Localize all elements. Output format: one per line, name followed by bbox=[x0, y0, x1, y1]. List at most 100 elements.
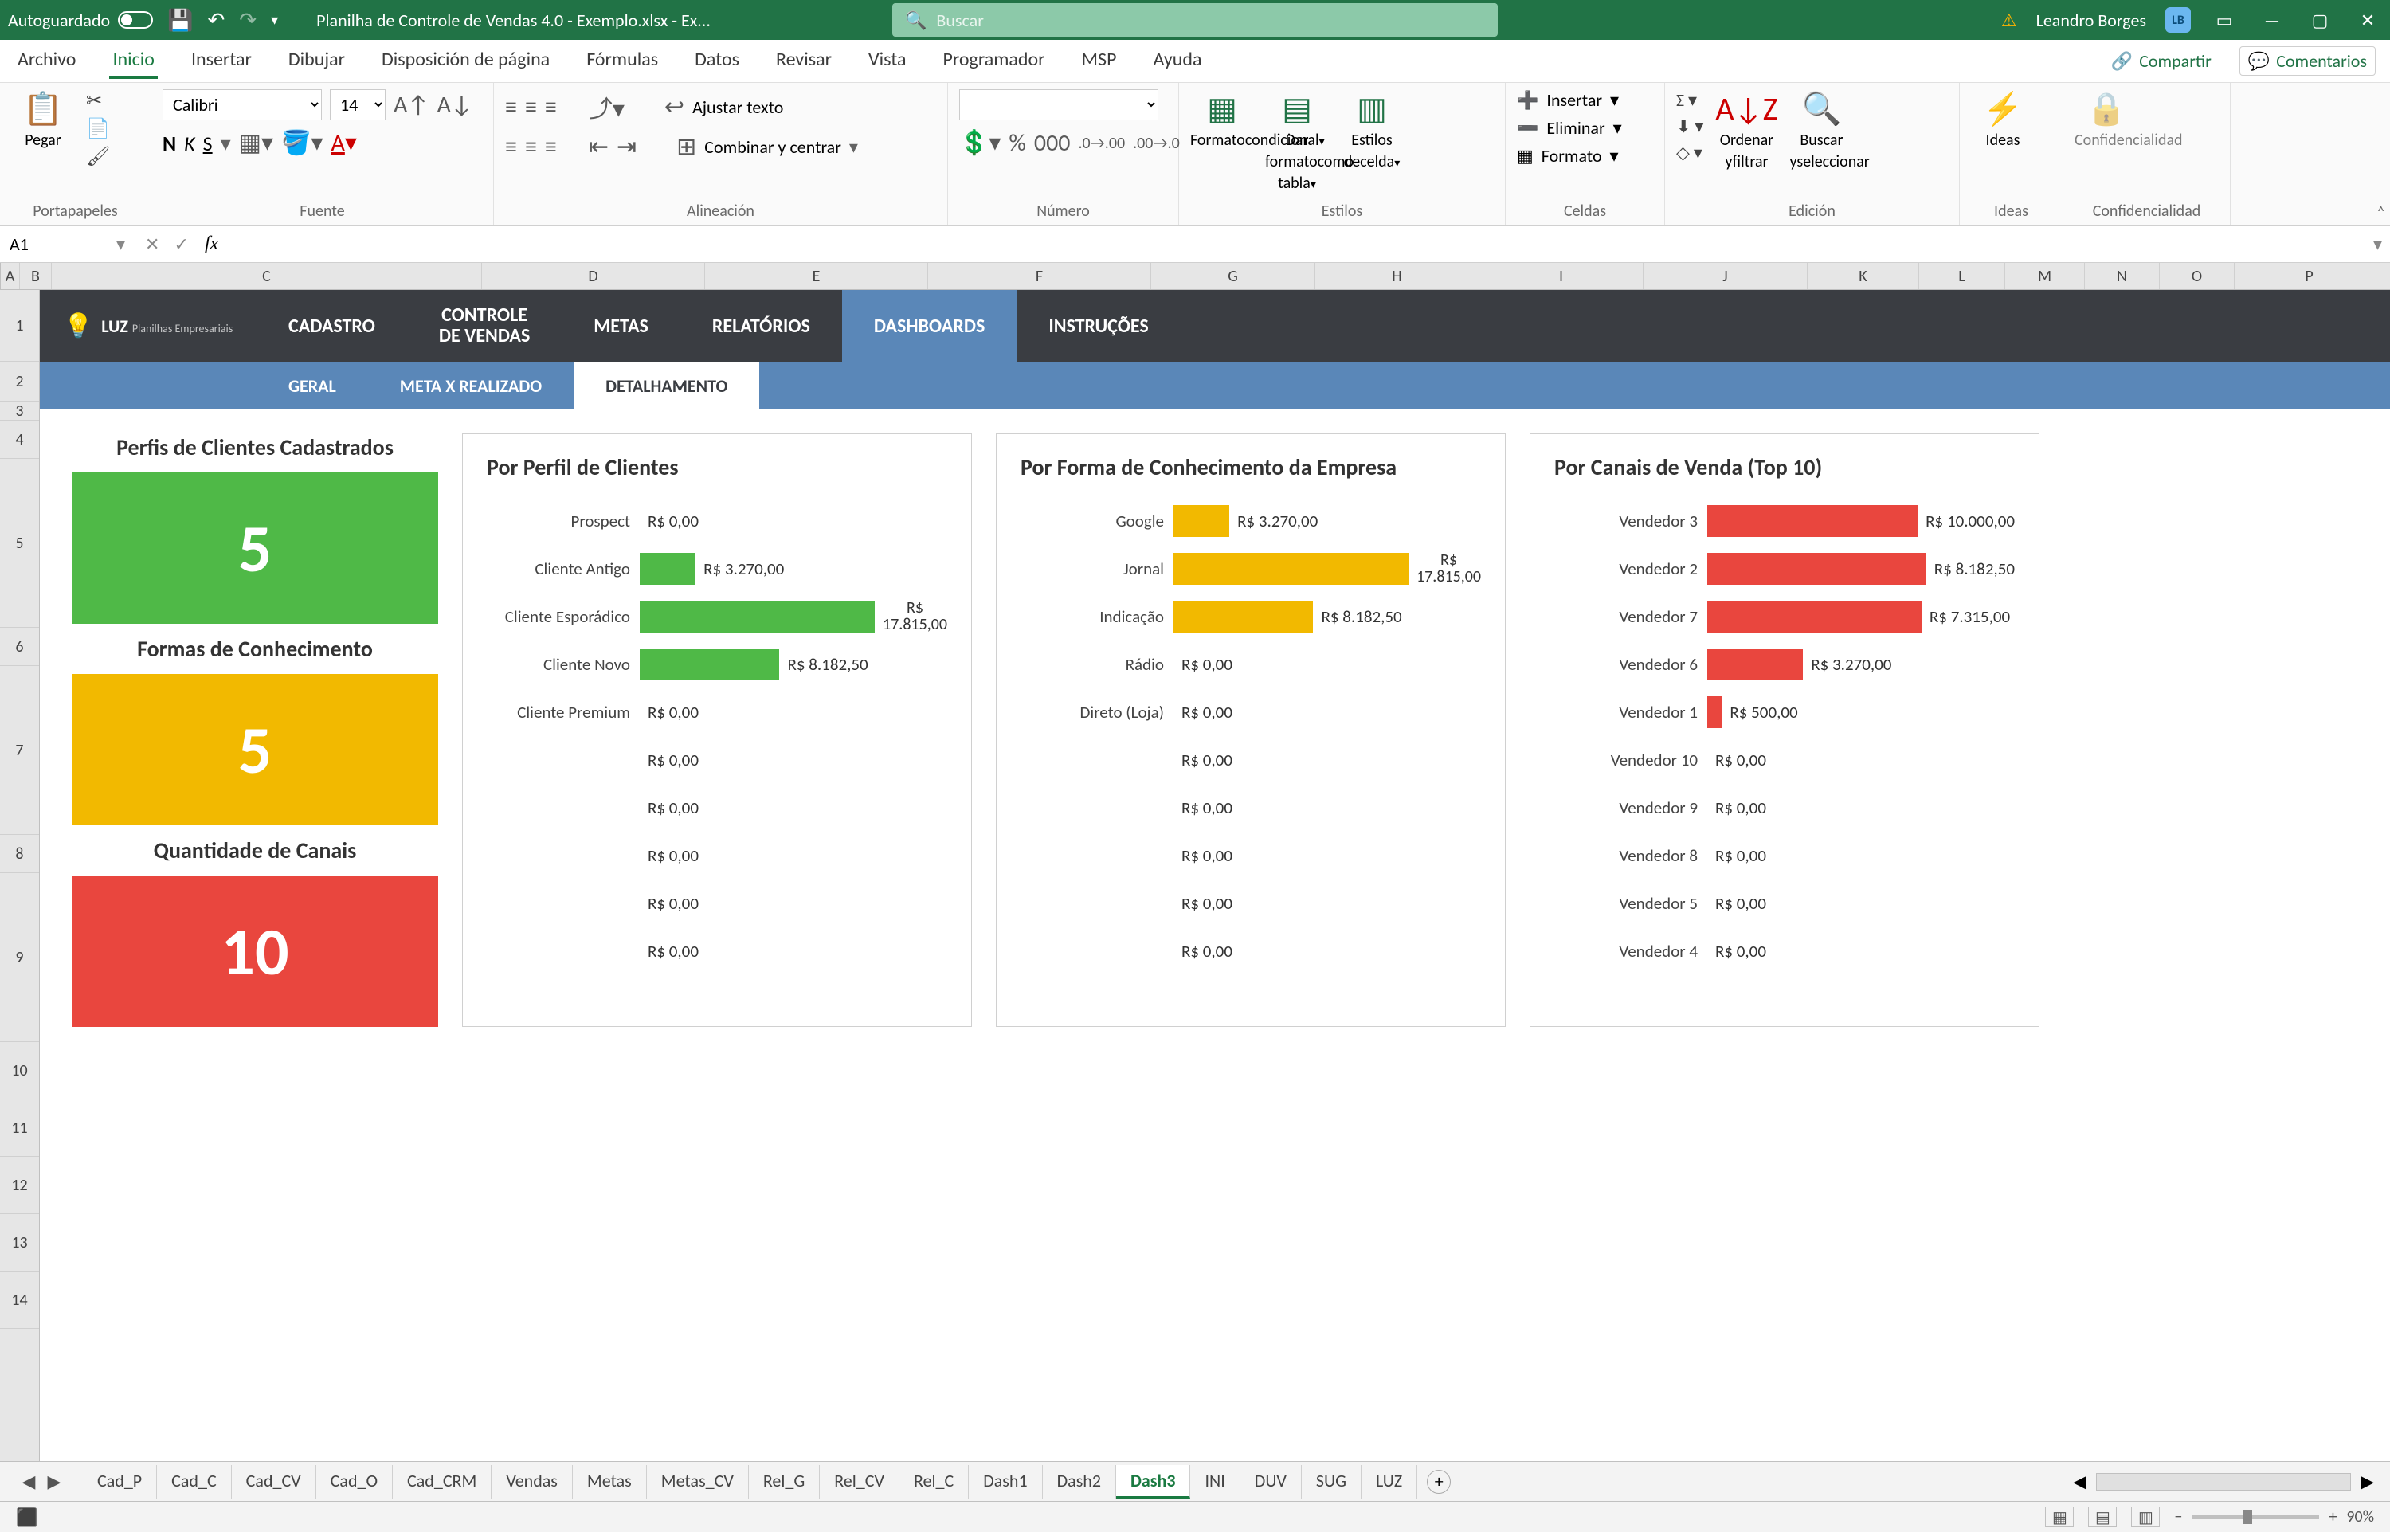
col-H[interactable]: H bbox=[1315, 263, 1479, 289]
font-size-select[interactable]: 14 bbox=[330, 89, 386, 120]
collapse-ribbon-icon[interactable]: ˄ bbox=[2376, 203, 2385, 222]
tab-next-icon[interactable]: ▶ bbox=[41, 1471, 67, 1492]
sheet-tab-dash1[interactable]: Dash1 bbox=[969, 1465, 1042, 1499]
row-2[interactable]: 2 bbox=[0, 362, 39, 402]
dashnav-instruções[interactable]: INSTRUÇÕES bbox=[1017, 290, 1180, 362]
autosum-icon[interactable]: Σ ▾ bbox=[1676, 89, 1703, 111]
row-3[interactable]: 3 bbox=[0, 402, 39, 421]
menu-tab-fórmulas[interactable]: Fórmulas bbox=[583, 43, 661, 79]
save-icon[interactable]: 💾 bbox=[167, 7, 193, 33]
col-I[interactable]: I bbox=[1479, 263, 1644, 289]
zoom-out-icon[interactable]: − bbox=[2174, 1507, 2182, 1526]
qat-more-icon[interactable]: ▾ bbox=[271, 11, 278, 29]
menu-tab-disposición de página[interactable]: Disposición de página bbox=[378, 43, 553, 79]
col-L[interactable]: L bbox=[1919, 263, 2005, 289]
fx-icon[interactable]: fx bbox=[198, 233, 225, 255]
col-C[interactable]: C bbox=[52, 263, 482, 289]
enter-formula-icon[interactable]: ✓ bbox=[174, 233, 188, 255]
indent-dec-icon[interactable]: ⇤ bbox=[589, 132, 609, 162]
undo-icon[interactable]: ↶ bbox=[208, 7, 225, 33]
cancel-formula-icon[interactable]: ✕ bbox=[145, 233, 159, 255]
sheet-tab-ini[interactable]: INI bbox=[1190, 1465, 1240, 1499]
scroll-right-icon[interactable]: ▶ bbox=[2361, 1471, 2374, 1492]
delete-cells-button[interactable]: ➖ Eliminar ▾ bbox=[1517, 117, 1653, 139]
bold-button[interactable]: N bbox=[163, 131, 176, 156]
cell-styles-button[interactable]: ▥Estilos decelda▾ bbox=[1340, 89, 1404, 200]
align-right-icon[interactable]: ≡ bbox=[545, 132, 557, 162]
accounting-icon[interactable]: 💲▾ bbox=[959, 128, 1001, 158]
find-select-button[interactable]: 🔍Buscar yseleccionar bbox=[1789, 89, 1853, 200]
align-bottom-icon[interactable]: ≡ bbox=[545, 92, 557, 122]
dashnav-controle-de-vendas[interactable]: CONTROLEDE VENDAS bbox=[407, 290, 562, 362]
col-F[interactable]: F bbox=[928, 263, 1151, 289]
format-table-button[interactable]: ▤Dar formatocomo tabla▾ bbox=[1265, 89, 1329, 200]
name-box[interactable]: A1▾ bbox=[0, 233, 135, 255]
row-4[interactable]: 4 bbox=[0, 421, 39, 459]
menu-tab-dibujar[interactable]: Dibujar bbox=[285, 43, 348, 79]
expand-formula-icon[interactable]: ▾ bbox=[2365, 233, 2390, 255]
dashnav-dashboards[interactable]: DASHBOARDS bbox=[842, 290, 1017, 362]
dec-decimal-icon[interactable]: .00→.0 bbox=[1133, 134, 1180, 153]
sheet-tab-cad_c[interactable]: Cad_C bbox=[157, 1465, 232, 1499]
col-D[interactable]: D bbox=[482, 263, 705, 289]
subnav-detalhamento[interactable]: DETALHAMENTO bbox=[574, 362, 759, 409]
col-M[interactable]: M bbox=[2005, 263, 2085, 289]
maximize-icon[interactable]: ▢ bbox=[2306, 10, 2334, 31]
fill-color-icon[interactable]: 🪣▾ bbox=[281, 128, 323, 158]
page-break-view-icon[interactable]: ▥ bbox=[2131, 1507, 2160, 1527]
zoom-in-icon[interactable]: + bbox=[2329, 1507, 2337, 1526]
menu-tab-inicio[interactable]: Inicio bbox=[109, 43, 157, 79]
wrap-text-icon[interactable]: ↩ bbox=[664, 92, 684, 122]
col-A[interactable]: A bbox=[1, 263, 20, 289]
col-K[interactable]: K bbox=[1808, 263, 1919, 289]
merge-icon[interactable]: ⊞ bbox=[676, 132, 696, 162]
col-E[interactable]: E bbox=[705, 263, 928, 289]
subnav-meta-x-realizado[interactable]: META X REALIZADO bbox=[368, 362, 574, 409]
sort-filter-button[interactable]: A↓ZOrdenar yfiltrar bbox=[1714, 89, 1778, 200]
inc-decimal-icon[interactable]: .0→.00 bbox=[1079, 134, 1126, 153]
sheet-tab-dash2[interactable]: Dash2 bbox=[1043, 1465, 1116, 1499]
row-13[interactable]: 13 bbox=[0, 1214, 39, 1272]
grow-font-icon[interactable]: A↑ bbox=[394, 90, 429, 120]
subnav-geral[interactable]: GERAL bbox=[257, 362, 368, 409]
menu-tab-vista[interactable]: Vista bbox=[865, 43, 909, 79]
menu-tab-msp[interactable]: MSP bbox=[1079, 43, 1120, 79]
sheet-tab-cad_crm[interactable]: Cad_CRM bbox=[393, 1465, 492, 1499]
sheet-tab-dash3[interactable]: Dash3 bbox=[1116, 1465, 1190, 1499]
row-6[interactable]: 6 bbox=[0, 628, 39, 666]
fill-icon[interactable]: ⬇ ▾ bbox=[1676, 116, 1703, 137]
row-11[interactable]: 11 bbox=[0, 1099, 39, 1157]
font-name-select[interactable]: Calibri bbox=[163, 89, 322, 120]
row-1[interactable]: 1 bbox=[0, 290, 39, 362]
menu-tab-archivo[interactable]: Archivo bbox=[14, 43, 79, 79]
col-J[interactable]: J bbox=[1644, 263, 1808, 289]
dashnav-cadastro[interactable]: CADASTRO bbox=[257, 290, 407, 362]
user-name[interactable]: Leandro Borges bbox=[2036, 10, 2146, 31]
align-top-icon[interactable]: ≡ bbox=[505, 92, 517, 122]
align-left-icon[interactable]: ≡ bbox=[505, 132, 517, 162]
merge-label[interactable]: Combinar y centrar bbox=[704, 136, 841, 158]
sheet-tab-duv[interactable]: DUV bbox=[1240, 1465, 1302, 1499]
orientation-icon[interactable]: ⤴▾ bbox=[589, 89, 625, 124]
dashnav-metas[interactable]: METAS bbox=[562, 290, 680, 362]
conditional-format-button[interactable]: ▦Formatocondicional▾ bbox=[1190, 89, 1254, 200]
col-O[interactable]: O bbox=[2160, 263, 2235, 289]
menu-tab-datos[interactable]: Datos bbox=[692, 43, 742, 79]
row-9[interactable]: 9 bbox=[0, 873, 39, 1042]
cut-icon[interactable]: ✂ bbox=[86, 89, 110, 112]
search-input[interactable] bbox=[936, 10, 1485, 31]
sheet-tab-cad_cv[interactable]: Cad_CV bbox=[232, 1465, 316, 1499]
menu-tab-programador[interactable]: Programador bbox=[940, 43, 1048, 79]
sheet-tab-rel_g[interactable]: Rel_G bbox=[749, 1465, 820, 1499]
font-color-icon[interactable]: A▾ bbox=[331, 128, 357, 158]
col-B[interactable]: B bbox=[20, 263, 52, 289]
underline-button[interactable]: S bbox=[203, 131, 213, 156]
menu-tab-ayuda[interactable]: Ayuda bbox=[1150, 43, 1205, 79]
autosave-toggle[interactable]: Autoguardado bbox=[8, 10, 153, 31]
add-sheet-button[interactable]: + bbox=[1427, 1470, 1451, 1494]
wrap-text-label[interactable]: Ajustar texto bbox=[692, 96, 783, 118]
row-14[interactable]: 14 bbox=[0, 1272, 39, 1329]
row-5[interactable]: 5 bbox=[0, 459, 39, 628]
share-button[interactable]: 🔗 Compartir bbox=[2102, 46, 2220, 76]
insert-cells-button[interactable]: ➕ Insertar ▾ bbox=[1517, 89, 1653, 111]
